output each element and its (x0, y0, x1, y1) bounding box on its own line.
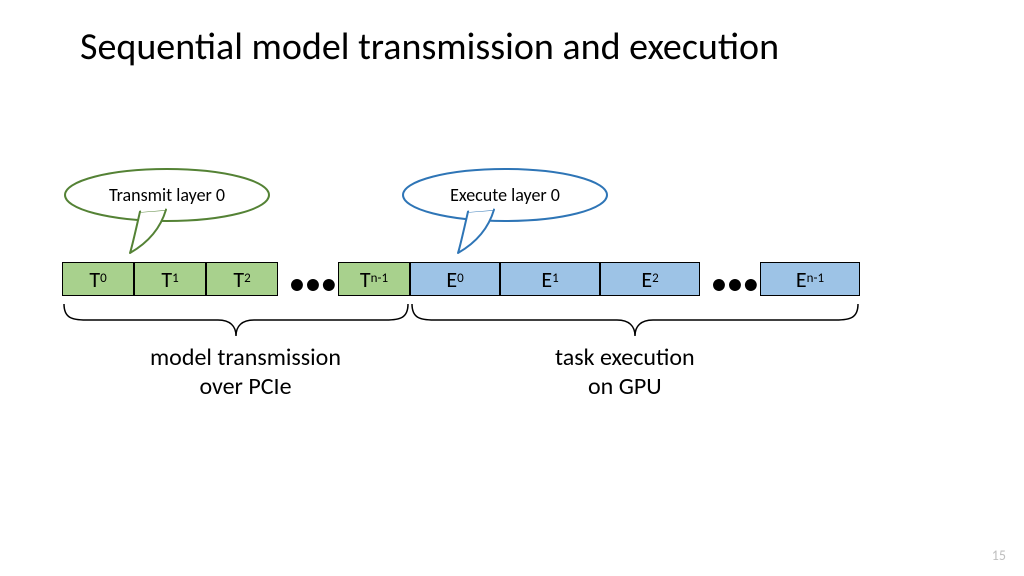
execute-callout: Execute layer 0 (400, 165, 610, 255)
cell-label: E (541, 266, 552, 293)
transmit-callout: Transmit layer 0 (62, 165, 272, 255)
brace-caption-line2: on GPU (555, 373, 695, 402)
diagram-stage: T0T1T2Tn-1E0E1E2En-1•••••• Transmit laye… (0, 0, 1024, 576)
cell-label: T (360, 266, 371, 293)
ellipsis-icon: ••• (290, 266, 338, 301)
timeline-cell: En-1 (760, 262, 860, 296)
brace-caption-line1: task execution (555, 344, 695, 373)
underbrace (62, 302, 410, 344)
brace-caption-line2: over PCIe (150, 373, 341, 402)
timeline-cell: T2 (206, 262, 278, 296)
cell-label: T (89, 266, 100, 293)
timeline-cell: Tn-1 (338, 262, 410, 296)
cell-label: T (161, 266, 172, 293)
transmit-callout-label: Transmit layer 0 (109, 184, 225, 206)
timeline-cell: T0 (62, 262, 134, 296)
brace-caption: task executionon GPU (555, 344, 695, 402)
cell-label: E (446, 266, 457, 293)
cell-label: T (233, 266, 244, 293)
timeline-cell: E1 (500, 262, 600, 296)
underbrace (410, 302, 860, 344)
brace-caption: model transmissionover PCIe (150, 344, 341, 402)
timeline-cell: E0 (410, 262, 500, 296)
ellipsis-icon: ••• (712, 266, 760, 301)
cell-label: E (641, 266, 652, 293)
brace-caption-line1: model transmission (150, 344, 341, 373)
timeline-cell: T1 (134, 262, 206, 296)
timeline-cell: E2 (600, 262, 700, 296)
cell-label: E (796, 266, 807, 293)
execute-callout-label: Execute layer 0 (450, 184, 560, 206)
